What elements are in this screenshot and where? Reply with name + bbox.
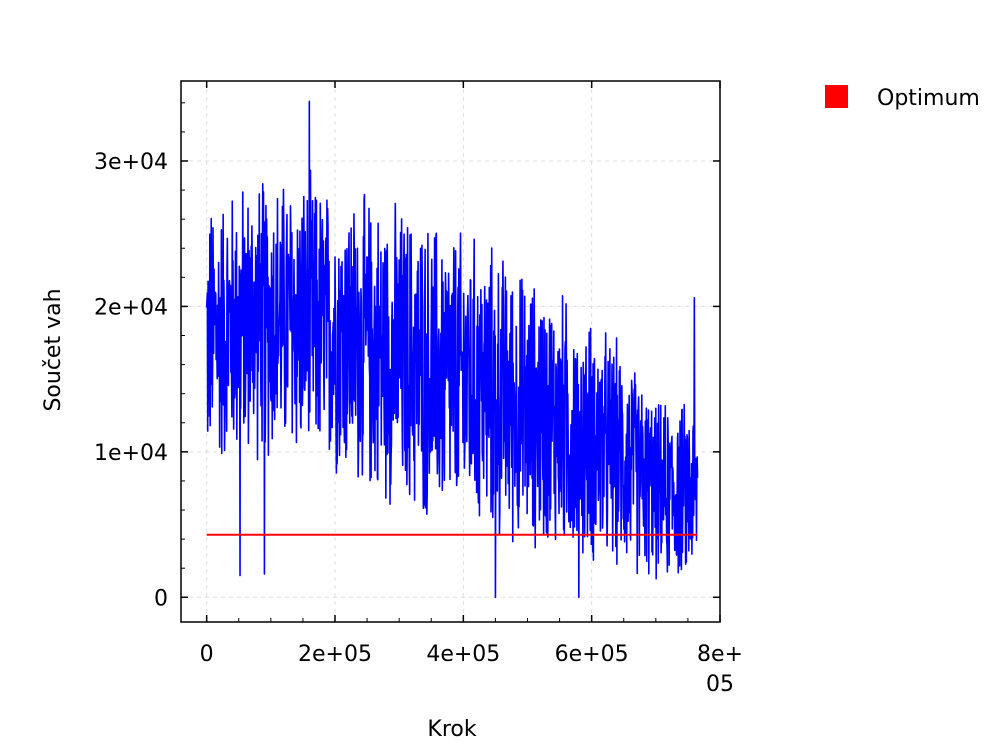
x-tick-label-line: 05	[706, 672, 734, 697]
y-tick-label: 0	[154, 586, 168, 611]
x-tick-label: 6e+05	[555, 642, 629, 667]
series-layer	[205, 100, 699, 599]
y-tick-label: 1e+04	[94, 441, 168, 466]
x-axis-title: Krok	[427, 717, 476, 742]
y-tick-label: 3e+04	[94, 150, 168, 175]
x-tick-label-line: 8e+	[697, 642, 743, 667]
x-tick-label: 2e+05	[298, 642, 372, 667]
x-tick-label: 0	[200, 642, 214, 667]
y-axis: 0 1e+04 2e+04 3e+04	[94, 102, 720, 611]
series-trace-line	[205, 100, 699, 599]
legend-label-optimum: Optimum	[877, 86, 980, 111]
x-axis: 0 2e+05 4e+05 6e+05 8e+ 05	[200, 81, 743, 697]
plot-frame	[180, 80, 721, 623]
x-tick-label: 8e+ 05	[697, 642, 743, 697]
legend: Optimum	[825, 85, 980, 111]
y-axis-title: Součet vah	[41, 288, 66, 411]
y-tick-label: 2e+04	[94, 295, 168, 320]
legend-swatch-optimum	[825, 85, 848, 108]
x-tick-label: 4e+05	[426, 642, 500, 667]
